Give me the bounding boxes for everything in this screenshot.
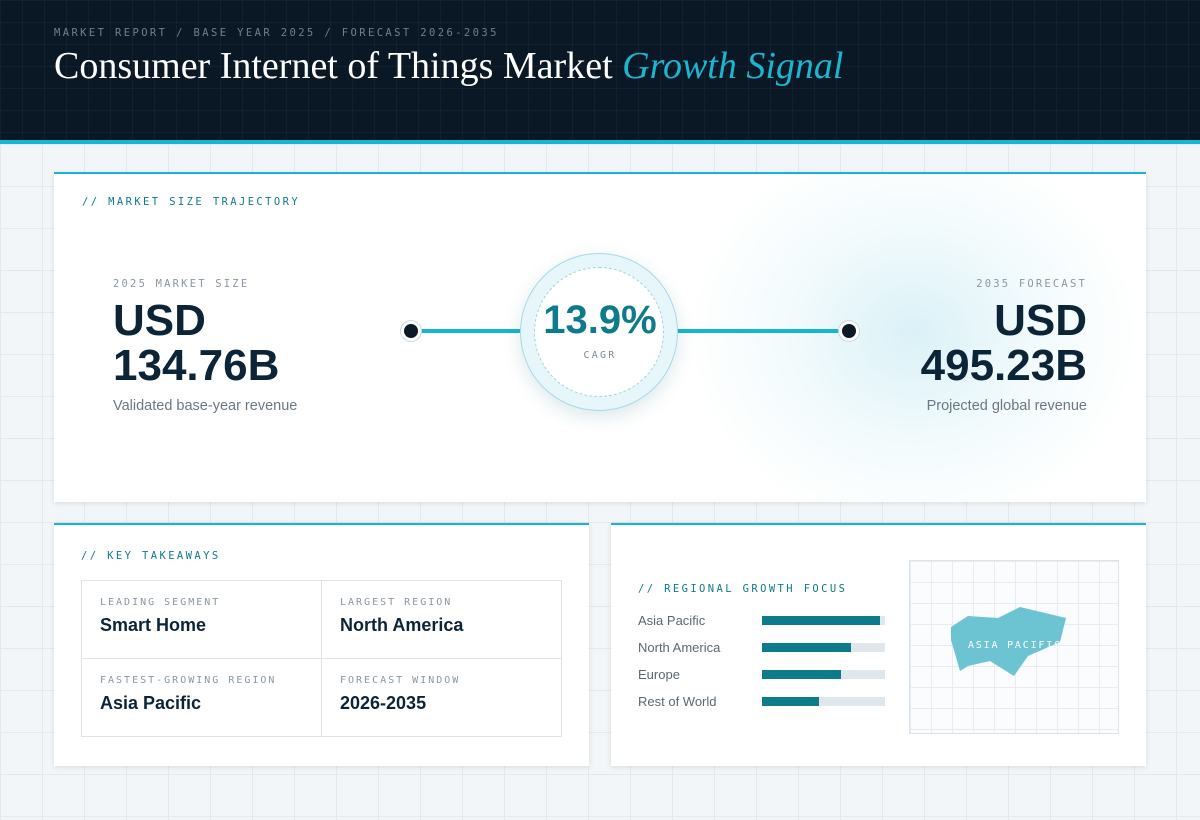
region-bar-fill [762,643,851,652]
takeaway-label: FORECAST WINDOW [340,675,461,686]
end-metric-currency: USD [994,296,1087,345]
region-bar-track [762,643,885,652]
takeaway-value: Asia Pacific [100,693,202,713]
start-metric: 2025 MARKET SIZE USD 134.76B Validated b… [113,278,373,414]
title-accent: Growth Signal [622,45,844,87]
region-bar-fill [762,616,881,625]
map-region-label: ASIA PACIFIC [968,640,1062,651]
end-metric-amount: 495.23B [920,341,1087,390]
title-main: Consumer Internet of Things Market [54,45,613,87]
cagr-badge: 13.9% CAGR [520,253,678,411]
regional-growth-card: // REGIONAL GROWTH FOCUS Asia Pacific No… [611,523,1146,766]
page-title: Consumer Internet of Things Market Growt… [54,44,843,88]
end-metric: 2035 FORECAST USD 495.23B Projected glob… [827,278,1087,414]
cagr-value: 13.9% [543,298,657,342]
section-label-regional: // REGIONAL GROWTH FOCUS [638,583,848,595]
asia-pacific-map-shape [951,607,1066,676]
trajectory-start-dot [401,321,421,341]
takeaway-value: North America [340,615,464,635]
region-bar-label: Rest of World [638,694,717,709]
region-bar-row: North America [638,638,898,658]
start-metric-currency: USD [113,296,206,345]
start-metric-amount: 134.76B [113,341,280,390]
report-header: MARKET REPORT / BASE YEAR 2025 / FORECAS… [0,0,1200,144]
region-bar-label: Asia Pacific [638,613,706,628]
section-label-takeaways: // KEY TAKEAWAYS [81,550,221,562]
takeaway-label: FASTEST-GROWING REGION [100,675,277,686]
region-bar-track [762,670,885,679]
takeaway-cell-forecast-window: FORECAST WINDOW 2026-2035 [322,659,562,737]
cagr-label: CAGR [583,350,617,361]
region-bar-row: Asia Pacific [638,611,898,631]
region-bar-row: Europe [638,665,898,685]
cagr-inner-ring [534,267,664,397]
trajectory-end-dot [839,321,859,341]
region-bar-fill [762,697,819,706]
region-bar-fill [762,670,841,679]
takeaway-label: LARGEST REGION [340,597,453,608]
region-bar-label: Europe [638,667,680,682]
region-bar-label: North America [638,640,721,655]
section-label-trajectory: // MARKET SIZE TRAJECTORY [82,196,301,208]
market-size-card: // MARKET SIZE TRAJECTORY 2025 MARKET SI… [54,172,1146,502]
region-bar-track [762,616,885,625]
breadcrumb: MARKET REPORT / BASE YEAR 2025 / FORECAS… [54,27,499,39]
region-bar-row: Rest of World [638,692,898,712]
end-metric-label: 2035 FORECAST [976,278,1087,290]
background-glow [684,174,1144,502]
region-map: ASIA PACIFIC [909,560,1119,734]
takeaways-grid: LEADING SEGMENT Smart Home LARGEST REGIO… [81,580,562,737]
takeaway-cell-fastest-growing: FASTEST-GROWING REGION Asia Pacific [82,659,322,737]
takeaway-cell-leading-segment: LEADING SEGMENT Smart Home [82,581,322,659]
end-metric-caption: Projected global revenue [926,398,1087,414]
takeaway-value: Smart Home [100,615,207,635]
start-metric-caption: Validated base-year revenue [113,398,298,414]
takeaway-cell-largest-region: LARGEST REGION North America [322,581,562,659]
takeaway-value: 2026-2035 [340,693,427,713]
takeaway-label: LEADING SEGMENT [100,597,221,608]
region-bar-track [762,697,885,706]
key-takeaways-card: // KEY TAKEAWAYS LEADING SEGMENT Smart H… [54,523,589,766]
start-metric-label: 2025 MARKET SIZE [113,278,250,290]
